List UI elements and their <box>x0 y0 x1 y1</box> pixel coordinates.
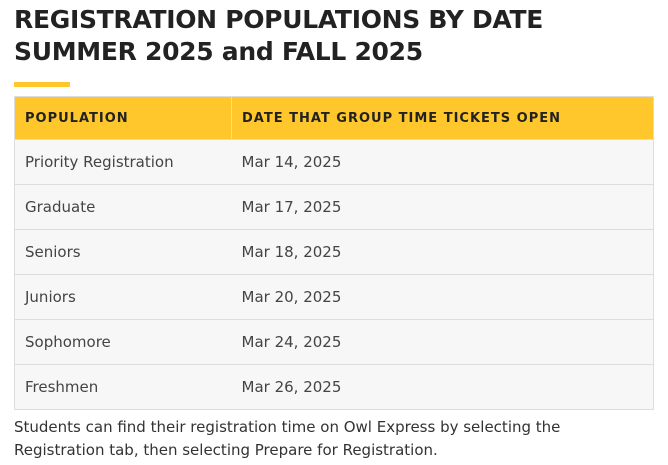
column-header: POPULATION <box>14 96 232 140</box>
table-row: Sophomore Mar 24, 2025 <box>14 319 654 365</box>
table-row: Freshmen Mar 26, 2025 <box>14 364 654 410</box>
registration-table: POPULATION DATE THAT GROUP TIME TICKETS O… <box>14 96 654 410</box>
accent-bar <box>14 82 70 87</box>
table-cell: Priority Registration <box>14 139 232 185</box>
table-cell: Mar 18, 2025 <box>231 229 654 275</box>
title-line: REGISTRATION POPULATIONS BY DATE <box>14 5 544 34</box>
table-cell: Freshmen <box>14 364 232 410</box>
table-cell: Sophomore <box>14 319 232 365</box>
table-row: Priority Registration Mar 14, 2025 <box>14 139 654 185</box>
table-cell: Mar 17, 2025 <box>231 184 654 230</box>
table-cell: Mar 14, 2025 <box>231 139 654 185</box>
table-cell: Juniors <box>14 274 232 320</box>
column-header: DATE THAT GROUP TIME TICKETS OPEN <box>231 96 654 140</box>
table-row: Seniors Mar 18, 2025 <box>14 229 654 275</box>
table-row: Juniors Mar 20, 2025 <box>14 274 654 320</box>
title: REGISTRATION POPULATIONS BY DATE SUMMER … <box>14 4 543 68</box>
header-row: POPULATION DATE THAT GROUP TIME TICKETS O… <box>14 96 654 140</box>
table-cell: Mar 24, 2025 <box>231 319 654 365</box>
table-cell: Seniors <box>14 229 232 275</box>
title-line: SUMMER 2025 and FALL 2025 <box>14 37 423 66</box>
table-row: Graduate Mar 17, 2025 <box>14 184 654 230</box>
table-cell: Mar 20, 2025 <box>231 274 654 320</box>
table-cell: Mar 26, 2025 <box>231 364 654 410</box>
table-cell: Graduate <box>14 184 232 230</box>
footer-text: Students can find their registration tim… <box>14 418 561 459</box>
